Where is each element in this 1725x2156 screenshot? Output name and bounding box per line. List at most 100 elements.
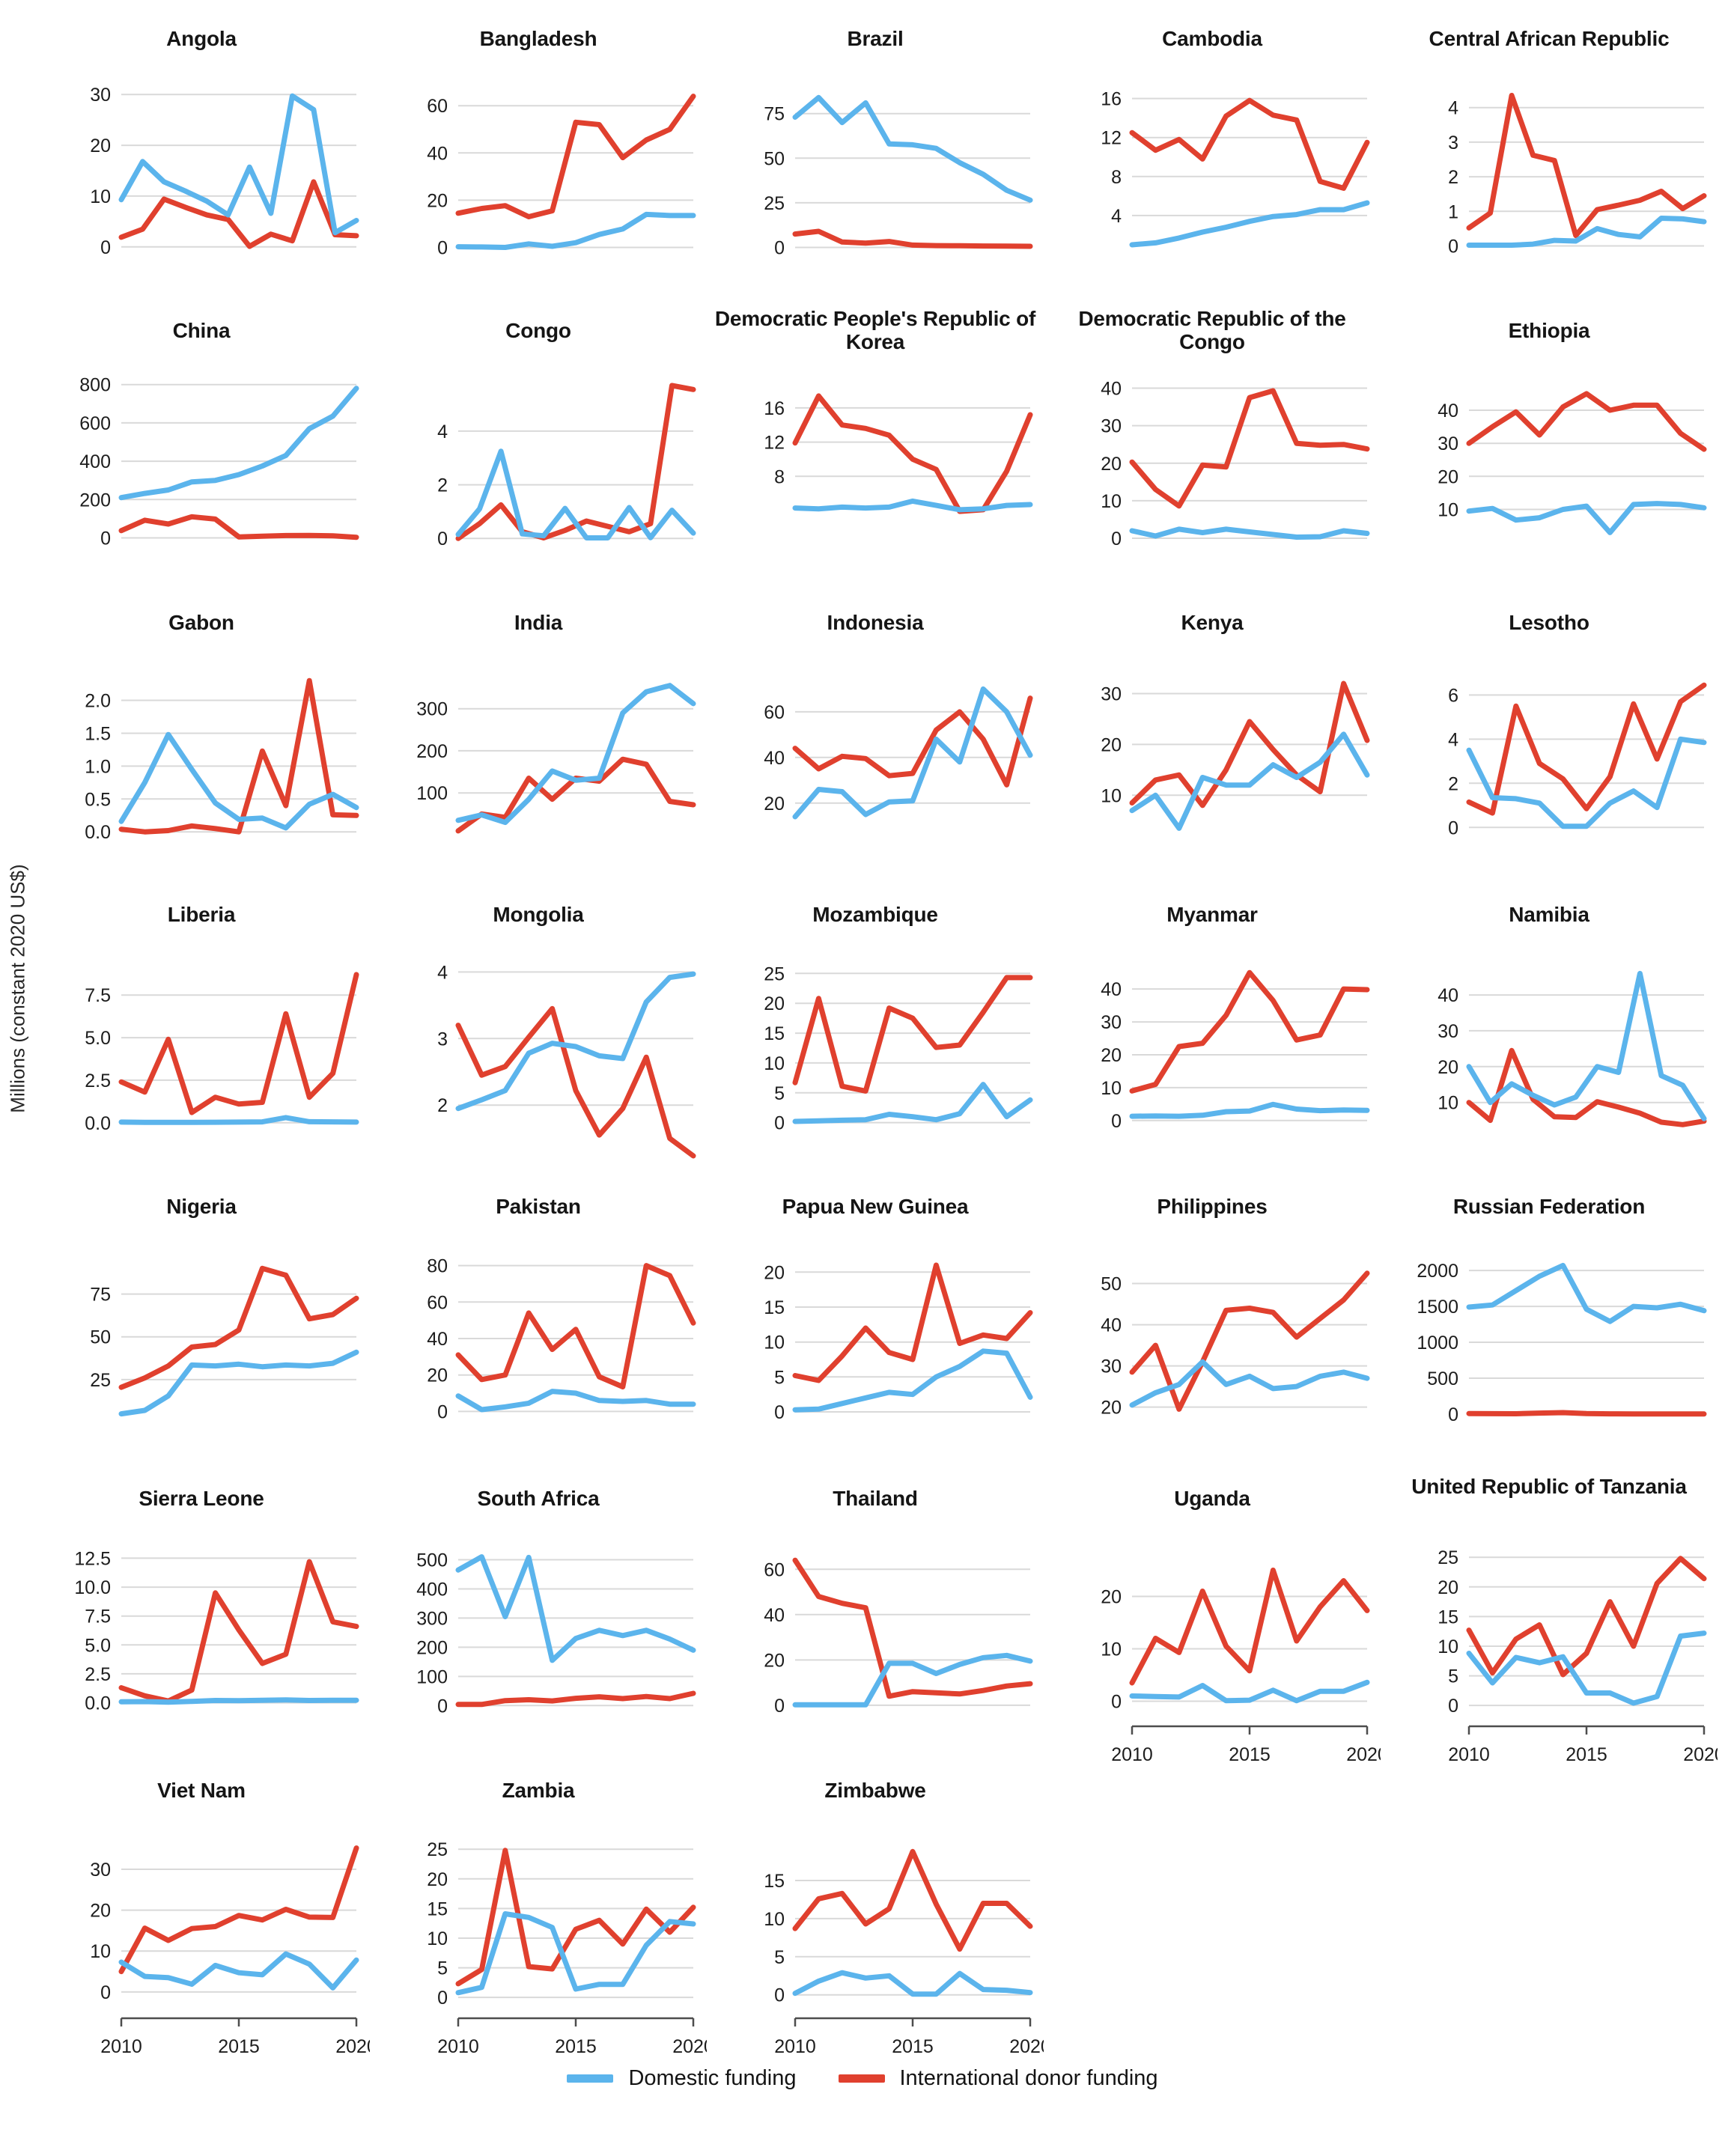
legend-item: Domestic funding <box>567 2066 797 2091</box>
svg-text:2015: 2015 <box>1229 1744 1271 1765</box>
svg-text:2020: 2020 <box>1346 1744 1381 1765</box>
panel-title: Liberia <box>167 903 236 926</box>
svg-text:20: 20 <box>1438 466 1458 487</box>
svg-text:500: 500 <box>416 1550 448 1571</box>
svg-text:0: 0 <box>774 1696 785 1717</box>
panel-plot-area: 0.0 2.5 5.0 7.5 <box>33 901 370 1193</box>
panel-plot-area: 0 10 20 30 40 <box>1044 317 1381 609</box>
legend: Domestic funding International donor fund… <box>0 2066 1725 2091</box>
svg-text:0: 0 <box>1448 1404 1458 1425</box>
chart-panel: Brazil 0 25 50 75 <box>707 25 1044 317</box>
panel-plot-area: 0 2 4 <box>370 317 707 609</box>
svg-text:0: 0 <box>774 1402 785 1423</box>
legend-item: International donor funding <box>838 2066 1158 2091</box>
svg-text:10: 10 <box>1438 1093 1458 1114</box>
svg-text:0: 0 <box>1111 1111 1122 1132</box>
svg-text:5: 5 <box>774 1367 785 1388</box>
svg-text:20: 20 <box>764 993 785 1014</box>
panel-plot-area: 0 10 20 30 <box>33 25 370 317</box>
svg-text:8: 8 <box>774 466 785 487</box>
svg-text:400: 400 <box>79 451 111 472</box>
panel-title: Mongolia <box>493 903 584 926</box>
panel-plot-area: 0 100 200 300 400 500 <box>370 1485 707 1777</box>
panel-title: United Republic of Tanzania <box>1411 1475 1687 1498</box>
chart-panel: United Republic of Tanzania 0 5 10 15 20 25 201… <box>1381 1475 1718 1777</box>
panel-title: Brazil <box>847 27 904 50</box>
svg-text:30: 30 <box>1101 1356 1122 1377</box>
svg-text:4: 4 <box>1448 729 1458 750</box>
panel-title: India <box>514 611 563 634</box>
svg-text:300: 300 <box>416 1608 448 1629</box>
svg-text:0: 0 <box>1448 1696 1458 1717</box>
svg-text:50: 50 <box>764 148 785 169</box>
panel-plot-area: 0 5 10 15 20 25 2010 2015 2020 <box>1381 1485 1718 1777</box>
panel-title: Russian Federation <box>1452 1195 1646 1218</box>
svg-text:80: 80 <box>427 1256 448 1277</box>
panel-plot-area: 0 5 10 15 20 25 <box>707 901 1044 1193</box>
svg-text:10: 10 <box>1101 1639 1122 1660</box>
svg-text:40: 40 <box>1101 379 1122 400</box>
svg-text:0: 0 <box>1448 817 1458 838</box>
svg-text:2015: 2015 <box>555 2036 597 2057</box>
panel-title: Sierra Leone <box>139 1487 264 1510</box>
panel-plot-area: 100 200 300 <box>370 609 707 901</box>
panel-title: South Africa <box>477 1487 600 1510</box>
svg-text:75: 75 <box>764 104 785 125</box>
svg-text:25: 25 <box>90 1370 111 1391</box>
chart-panel: Bangladesh 0 20 40 60 <box>370 25 707 317</box>
panel-plot-area: 0 10 20 30 40 <box>1044 901 1381 1193</box>
svg-text:40: 40 <box>427 143 448 164</box>
svg-text:20: 20 <box>90 135 111 156</box>
panel-plot-area: 0 10 20 2010 2015 2020 <box>1044 1485 1381 1777</box>
svg-text:60: 60 <box>764 1559 785 1580</box>
svg-text:4: 4 <box>437 962 448 983</box>
y-axis-label: Millions (constant 2020 US$) <box>3 0 33 1976</box>
panel-grid: Angola 0 10 20 30 Bangladesh 0 20 40 60 Brazil 0 25 5… <box>33 25 1718 2069</box>
chart-panel: Democratic People's Republic of Korea 8 12… <box>707 307 1044 609</box>
svg-text:5: 5 <box>774 1083 785 1104</box>
svg-text:30: 30 <box>90 85 111 106</box>
chart-panel: China 0 200 400 600 800 <box>33 317 370 609</box>
svg-text:20: 20 <box>1101 1045 1122 1066</box>
svg-text:30: 30 <box>1438 1021 1458 1042</box>
svg-text:30: 30 <box>1101 416 1122 437</box>
chart-panel: Papua New Guinea 0 5 10 15 20 <box>707 1193 1044 1485</box>
panel-plot-area: 2 3 4 <box>370 901 707 1193</box>
svg-text:0: 0 <box>437 529 448 549</box>
svg-text:0.5: 0.5 <box>85 789 111 810</box>
svg-text:0: 0 <box>437 238 448 259</box>
panel-title: Ethiopia <box>1508 319 1590 342</box>
panel-title: Zambia <box>502 1779 575 1802</box>
svg-text:20: 20 <box>764 1650 785 1671</box>
svg-text:100: 100 <box>416 1666 448 1687</box>
chart-panel: Mozambique 0 5 10 15 20 25 <box>707 901 1044 1193</box>
svg-text:0: 0 <box>1448 237 1458 258</box>
svg-text:2.5: 2.5 <box>85 1664 111 1685</box>
svg-text:0: 0 <box>1111 1692 1122 1713</box>
panel-plot-area: 0.0 2.5 5.0 7.5 10.0 12.5 <box>33 1485 370 1777</box>
svg-text:5.0: 5.0 <box>85 1028 111 1049</box>
svg-text:800: 800 <box>79 375 111 396</box>
svg-text:5: 5 <box>1448 1666 1458 1687</box>
panel-plot-area: 0 200 400 600 800 <box>33 317 370 609</box>
panel-title: Thailand <box>833 1487 918 1510</box>
svg-text:25: 25 <box>764 193 785 214</box>
chart-panel: Thailand 0 20 40 60 <box>707 1485 1044 1777</box>
svg-text:15: 15 <box>764 1023 785 1044</box>
svg-text:2010: 2010 <box>100 2036 142 2057</box>
svg-text:7.5: 7.5 <box>85 985 111 1006</box>
svg-text:0.0: 0.0 <box>85 1113 111 1134</box>
panel-plot-area: 10 20 30 40 <box>1381 901 1718 1193</box>
svg-text:0: 0 <box>774 1113 785 1134</box>
svg-text:1: 1 <box>1448 201 1458 222</box>
svg-text:200: 200 <box>79 490 111 511</box>
svg-text:12.5: 12.5 <box>74 1548 111 1569</box>
chart-panel: Lesotho 0 2 4 6 <box>1381 609 1718 901</box>
panel-plot-area: 0 2 4 6 <box>1381 609 1718 901</box>
svg-text:20: 20 <box>427 1869 448 1890</box>
svg-text:30: 30 <box>1438 433 1458 454</box>
panel-plot-area: 0 5 10 15 20 25 2010 2015 2020 <box>370 1777 707 2069</box>
svg-text:50: 50 <box>90 1327 111 1348</box>
svg-text:15: 15 <box>764 1871 785 1892</box>
